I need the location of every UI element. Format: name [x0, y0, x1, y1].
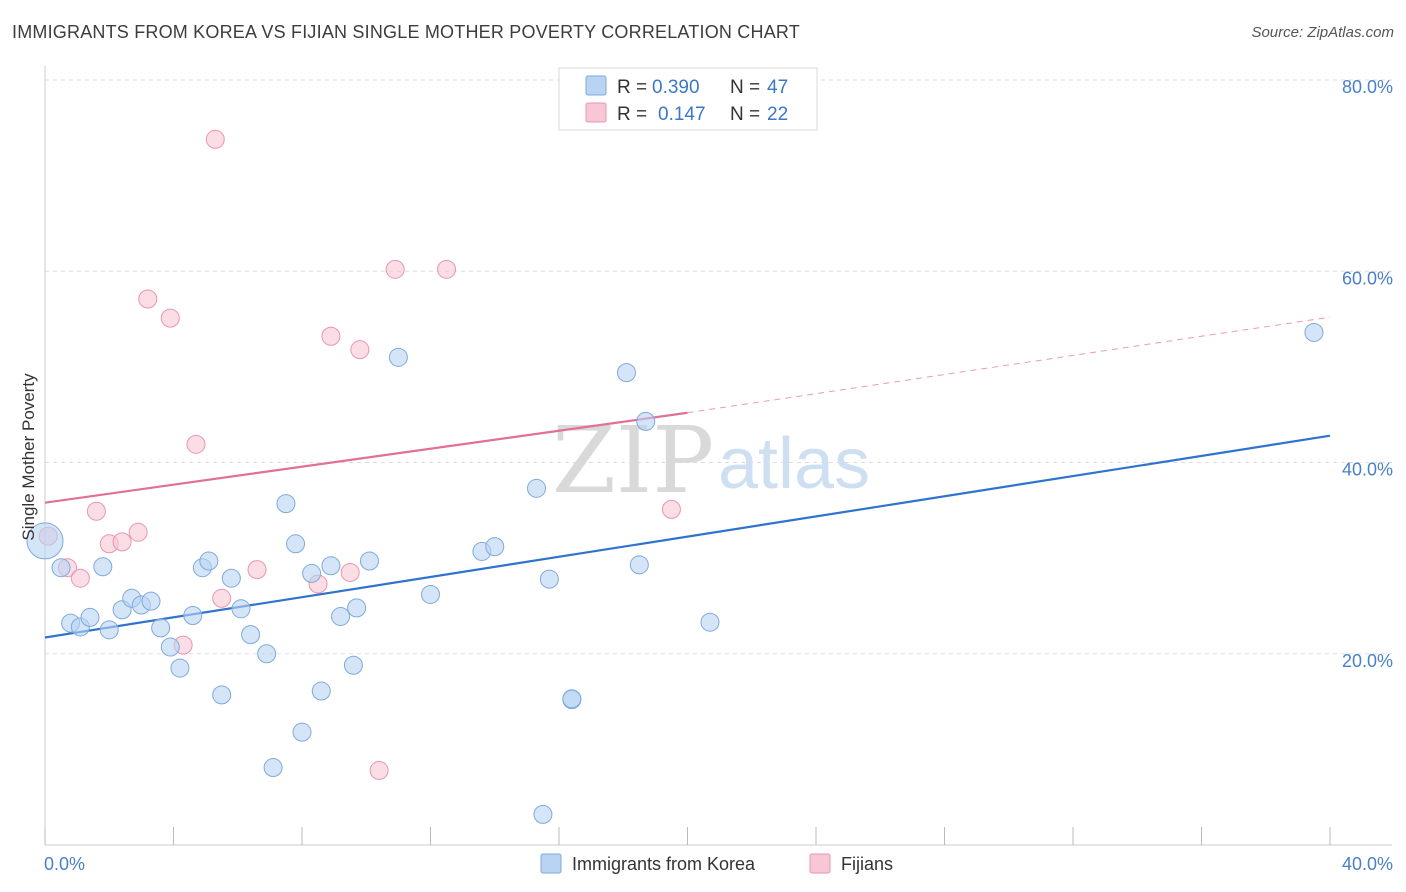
watermark: ZIP atlas: [552, 407, 870, 514]
korea-point-26: [302, 563, 322, 583]
chart-title: IMMIGRANTS FROM KOREA VS FIJIAN SINGLE M…: [12, 22, 800, 42]
fiji-point-19: [385, 259, 405, 279]
bottom-legend-label-korea: Immigrants from Korea: [572, 854, 756, 874]
legend-swatch-fiji: [585, 102, 607, 123]
bottom-legend: Immigrants from Korea Fijians: [540, 853, 893, 874]
fiji-point-7: [138, 289, 158, 309]
fiji-point-18: [369, 760, 389, 780]
fiji-point-17: [350, 340, 370, 360]
korea-point-1: [51, 558, 71, 578]
y-tick-label-0: 20.0%: [1342, 651, 1393, 671]
axes: [44, 66, 1392, 846]
fiji-point-12: [212, 588, 232, 608]
korea-point-37: [527, 478, 547, 498]
fiji-point-10: [186, 434, 206, 454]
korea-point-14: [183, 606, 203, 625]
legend-r-label-fiji: R =: [617, 104, 647, 125]
bottom-legend-label-fiji: Fijians: [841, 854, 893, 874]
korea-point-17: [212, 685, 232, 705]
legend-n-label-fiji: N =: [730, 104, 760, 125]
y-tick-label-2: 60.0%: [1342, 268, 1393, 288]
korea-point-42: [616, 363, 636, 383]
fiji-point-20: [437, 259, 457, 279]
korea-point-33: [388, 347, 408, 367]
fiji-point-2: [70, 568, 90, 588]
watermark-atlas: atlas: [718, 424, 870, 504]
fiji-point-8: [160, 308, 180, 328]
korea-point-28: [321, 556, 341, 576]
trendlines: [44, 316, 1331, 639]
korea-point-43: [629, 555, 649, 575]
fiji-point-15: [321, 326, 341, 346]
korea-point-6: [99, 620, 119, 640]
korea-point-32: [359, 551, 379, 571]
y-tick-label-3: 80.0%: [1342, 77, 1393, 97]
korea-point-13: [170, 658, 190, 678]
korea-point-36: [485, 537, 505, 557]
korea-point-18: [221, 568, 241, 588]
korea-point-31: [347, 598, 367, 618]
fiji-point-6: [128, 522, 148, 542]
fiji-point-3: [86, 501, 106, 521]
legend-n-label-korea: N =: [730, 77, 760, 98]
korea-point-20: [241, 625, 261, 645]
korea-point-46: [1304, 322, 1324, 342]
y-tick-label-1: 40.0%: [1342, 460, 1393, 480]
korea-point-23: [276, 494, 296, 514]
fiji-point-16: [340, 562, 360, 582]
legend-swatch-korea: [585, 75, 607, 96]
korea-point-29: [331, 606, 351, 626]
korea-points: [26, 322, 1324, 824]
korea-point-34: [421, 584, 440, 604]
korea-point-16: [199, 551, 219, 571]
trendline-fiji: [44, 411, 688, 504]
trendline-korea: [44, 434, 1331, 639]
legend-r-value-korea: 0.390: [652, 77, 700, 98]
korea-point-12: [160, 637, 180, 657]
y-axis-title: Single Mother Poverty: [19, 373, 38, 541]
korea-point-5: [93, 557, 113, 577]
bottom-legend-swatch-fiji: [809, 853, 831, 874]
fiji-point-13: [247, 560, 267, 580]
korea-point-45: [700, 612, 720, 632]
watermark-zip: ZIP: [552, 407, 714, 514]
legend: R = 0.390 N = 47 R = 0.147 N = 22: [558, 67, 818, 131]
gridlines: [45, 79, 1392, 655]
korea-point-21: [257, 644, 277, 664]
x-tick-label-1: 40.0%: [1342, 854, 1393, 874]
trendline-fiji-extended: [687, 316, 1331, 414]
korea-point-22: [263, 758, 283, 778]
fiji-point-5: [112, 532, 132, 552]
korea-point-24: [286, 534, 306, 554]
source-label: Source: ZipAtlas.com: [1251, 24, 1394, 41]
korea-point-0: [26, 522, 64, 560]
korea-point-19: [231, 599, 251, 619]
x-tick-label-0: 0.0%: [44, 854, 85, 874]
legend-r-value-fiji: 0.147: [658, 104, 706, 125]
legend-n-value-korea: 47: [767, 77, 788, 98]
tick-labels: 20.0% 40.0% 60.0% 80.0% 0.0% 40.0%: [44, 77, 1393, 874]
korea-point-4: [80, 607, 100, 627]
fiji-point-11: [205, 129, 225, 149]
korea-point-38: [533, 804, 553, 824]
korea-point-44: [636, 411, 656, 431]
korea-point-10: [141, 591, 161, 611]
legend-r-label-korea: R =: [617, 77, 647, 98]
fiji-point-21: [661, 499, 681, 519]
korea-point-39: [539, 569, 559, 589]
bottom-legend-swatch-korea: [540, 853, 562, 874]
korea-point-11: [151, 618, 171, 638]
korea-point-27: [311, 681, 331, 701]
korea-point-30: [343, 655, 363, 675]
korea-point-41: [562, 689, 582, 709]
legend-n-value-fiji: 22: [767, 104, 788, 125]
korea-point-25: [292, 722, 312, 742]
